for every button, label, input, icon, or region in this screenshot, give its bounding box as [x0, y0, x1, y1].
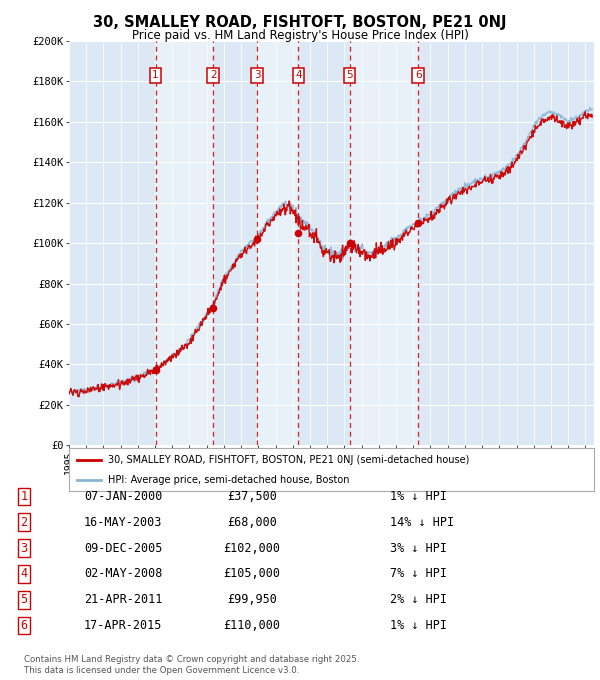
Text: £68,000: £68,000 [227, 515, 277, 529]
Text: 30, SMALLEY ROAD, FISHTOFT, BOSTON, PE21 0NJ (semi-detached house): 30, SMALLEY ROAD, FISHTOFT, BOSTON, PE21… [109, 455, 470, 465]
Text: 21-APR-2011: 21-APR-2011 [84, 593, 163, 607]
Text: £99,950: £99,950 [227, 593, 277, 607]
Bar [257, 41, 298, 445]
Text: 4: 4 [20, 567, 28, 581]
Text: 09-DEC-2005: 09-DEC-2005 [84, 541, 163, 555]
Text: £102,000: £102,000 [223, 541, 281, 555]
Text: 02-MAY-2008: 02-MAY-2008 [84, 567, 163, 581]
Text: Contains HM Land Registry data © Crown copyright and database right 2025.
This d: Contains HM Land Registry data © Crown c… [24, 655, 359, 675]
Text: HPI: Average price, semi-detached house, Boston: HPI: Average price, semi-detached house,… [109, 475, 350, 486]
Text: 07-JAN-2000: 07-JAN-2000 [84, 490, 163, 503]
Text: 6: 6 [20, 619, 28, 632]
Text: 5: 5 [20, 593, 28, 607]
Text: 7% ↓ HPI: 7% ↓ HPI [390, 567, 447, 581]
Bar [350, 41, 418, 445]
Text: 16-MAY-2003: 16-MAY-2003 [84, 515, 163, 529]
Text: 3: 3 [254, 70, 260, 80]
Text: £37,500: £37,500 [227, 490, 277, 503]
Text: 14% ↓ HPI: 14% ↓ HPI [390, 515, 454, 529]
Text: 3: 3 [20, 541, 28, 555]
Text: 5: 5 [346, 70, 353, 80]
Text: 17-APR-2015: 17-APR-2015 [84, 619, 163, 632]
Text: 1% ↓ HPI: 1% ↓ HPI [390, 619, 447, 632]
Text: 2: 2 [20, 515, 28, 529]
Text: 2: 2 [210, 70, 217, 80]
Text: 1: 1 [152, 70, 159, 80]
Text: £105,000: £105,000 [223, 567, 281, 581]
Text: 6: 6 [415, 70, 422, 80]
Text: 3% ↓ HPI: 3% ↓ HPI [390, 541, 447, 555]
Text: 4: 4 [295, 70, 302, 80]
Text: 30, SMALLEY ROAD, FISHTOFT, BOSTON, PE21 0NJ: 30, SMALLEY ROAD, FISHTOFT, BOSTON, PE21… [93, 15, 507, 30]
Text: 1: 1 [20, 490, 28, 503]
Text: Price paid vs. HM Land Registry's House Price Index (HPI): Price paid vs. HM Land Registry's House … [131, 29, 469, 42]
Text: 1% ↓ HPI: 1% ↓ HPI [390, 490, 447, 503]
Bar [155, 41, 213, 445]
Text: £110,000: £110,000 [223, 619, 281, 632]
Text: 2% ↓ HPI: 2% ↓ HPI [390, 593, 447, 607]
